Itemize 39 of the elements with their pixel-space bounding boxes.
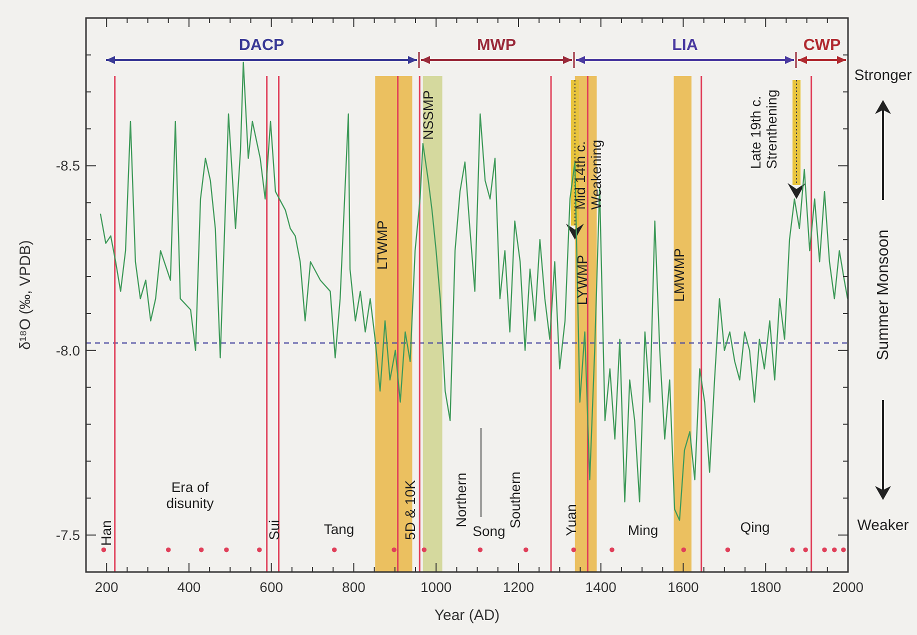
x-tick-label: 800 (342, 579, 366, 595)
annotation: Tang (324, 521, 354, 537)
annotation: Southern (507, 472, 523, 528)
y-tick-label: -7.5 (56, 527, 80, 544)
x-tick-label: 2000 (832, 579, 864, 595)
x-tick-label: 200 (94, 579, 118, 595)
band-label: LTWMP (374, 220, 390, 270)
annotation: Yuan (563, 504, 579, 536)
annotation: Northern (453, 472, 469, 528)
annotation: LIA (672, 37, 698, 54)
annotation: CWP (803, 37, 841, 54)
text: Weaker (857, 517, 909, 534)
y-axis-title: δ¹⁸O (‰, VPDB) (17, 240, 34, 350)
band-label: LMWMP (670, 248, 687, 302)
x-axis-title: Year (AD) (434, 607, 500, 624)
x-tick-label: 400 (177, 579, 201, 595)
band-label: NSSMP (420, 90, 436, 140)
annotation: Song (472, 523, 506, 539)
band-label: LYWMP (574, 254, 590, 306)
x-tick-label: 1600 (668, 579, 700, 595)
x-tick-label: 600 (260, 579, 284, 595)
x-tick-label: 1000 (420, 579, 452, 595)
x-tick-label: 1200 (502, 579, 534, 595)
x-tick-label: 1400 (585, 579, 617, 595)
annotation: DACP (238, 37, 284, 54)
x-tick-label: 1800 (750, 579, 782, 595)
annotation: Mid 14th c. Weakening (572, 140, 604, 210)
annotation: 5D & 10K (402, 479, 418, 540)
annotation: MWP (476, 37, 516, 54)
y-tick-label: -8.5 (56, 158, 80, 174)
y-tick-label: -8.0 (56, 342, 80, 358)
annotation: Late 19th c. Strenthening (748, 90, 780, 169)
annotation: Sui (266, 520, 282, 540)
text: Stronger (854, 67, 912, 84)
annotation: Qing (740, 519, 770, 535)
annotation: Ming (628, 522, 658, 538)
annotation: Era of disunity (166, 479, 214, 511)
annotation: Han (98, 520, 114, 546)
y2-axis-title: Summer Monsoon (875, 230, 892, 360)
